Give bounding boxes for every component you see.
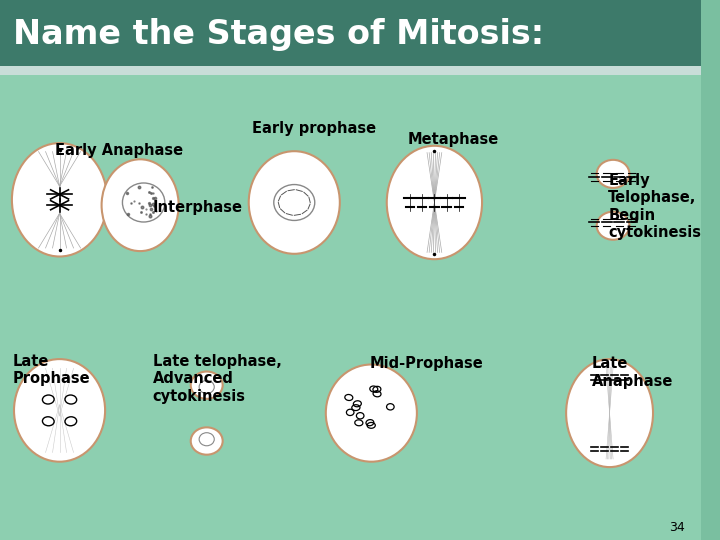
Ellipse shape: [102, 159, 179, 251]
Bar: [0, 66, 701, 75]
Ellipse shape: [566, 359, 653, 467]
Ellipse shape: [387, 146, 482, 259]
Text: Late
Anaphase: Late Anaphase: [592, 356, 673, 389]
Ellipse shape: [326, 364, 417, 462]
Ellipse shape: [191, 427, 222, 455]
Text: 34: 34: [670, 521, 685, 534]
Text: Early Anaphase: Early Anaphase: [55, 143, 183, 158]
Text: Interphase: Interphase: [153, 200, 243, 215]
Ellipse shape: [12, 143, 107, 256]
Text: Late telophase,
Advanced
cytokinesis: Late telophase, Advanced cytokinesis: [153, 354, 282, 403]
Ellipse shape: [191, 372, 222, 399]
Ellipse shape: [14, 359, 105, 462]
Text: Mid-Prophase: Mid-Prophase: [370, 356, 484, 372]
Text: Metaphase: Metaphase: [408, 132, 499, 147]
Text: Early prophase: Early prophase: [252, 122, 377, 137]
Ellipse shape: [597, 212, 629, 240]
Text: Name the Stages of Mitosis:: Name the Stages of Mitosis:: [13, 18, 544, 51]
Ellipse shape: [597, 160, 629, 188]
Text: Early
Telophase,
Begin
cytokinesis: Early Telophase, Begin cytokinesis: [608, 173, 701, 240]
Ellipse shape: [248, 151, 340, 254]
Text: Late
Prophase: Late Prophase: [13, 354, 90, 386]
Bar: [0, 0, 701, 69]
